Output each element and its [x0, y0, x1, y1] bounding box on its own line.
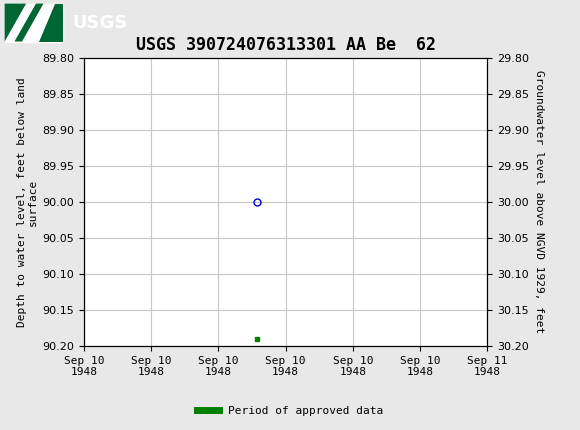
- Y-axis label: Groundwater level above NGVD 1929, feet: Groundwater level above NGVD 1929, feet: [535, 71, 545, 334]
- Text: USGS: USGS: [72, 14, 128, 31]
- FancyBboxPatch shape: [5, 3, 63, 42]
- Polygon shape: [39, 3, 63, 42]
- Title: USGS 390724076313301 AA Be  62: USGS 390724076313301 AA Be 62: [136, 36, 436, 54]
- Y-axis label: Depth to water level, feet below land
surface: Depth to water level, feet below land su…: [17, 77, 38, 327]
- Polygon shape: [5, 3, 26, 42]
- Legend: Period of approved data: Period of approved data: [193, 401, 387, 420]
- Polygon shape: [14, 3, 44, 42]
